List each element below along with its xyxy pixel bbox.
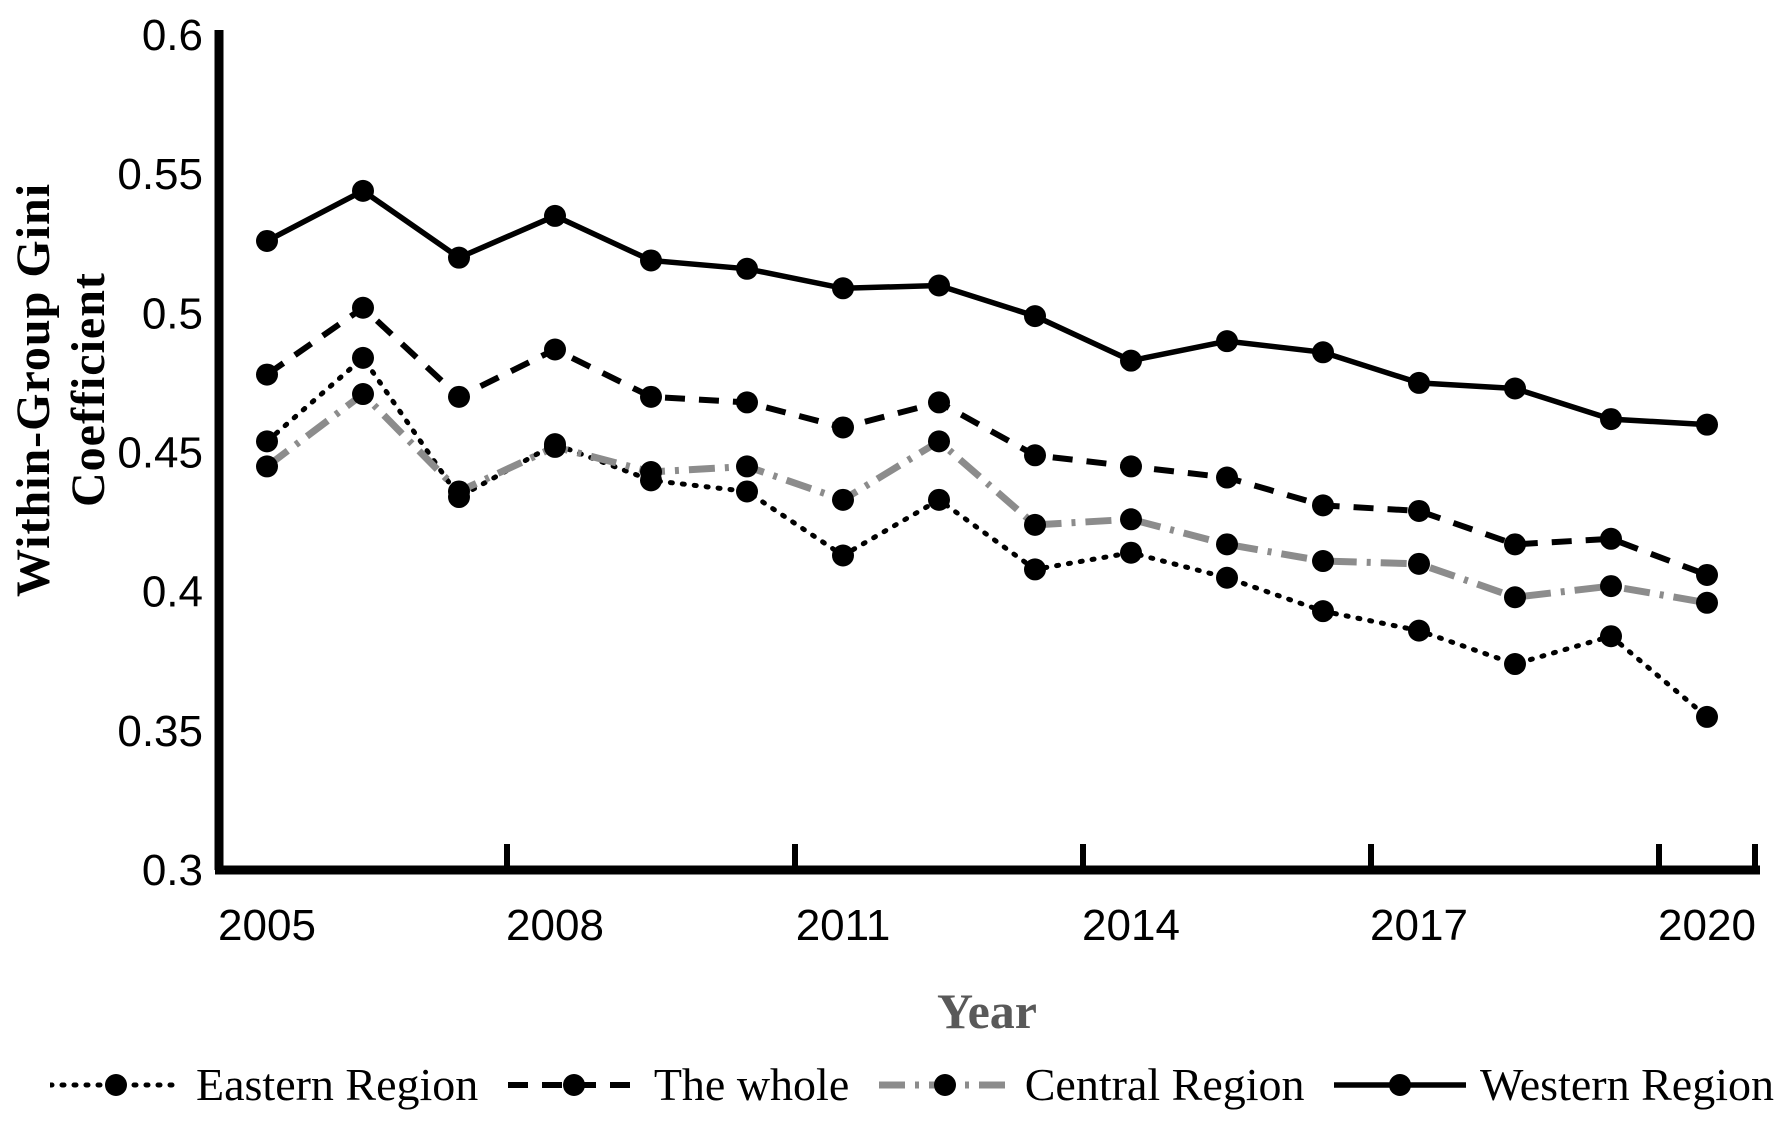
data-point-western-region	[1408, 371, 1430, 394]
y-tick-label: 0.5	[142, 289, 203, 338]
legend-item-central-region: Central Region	[878, 1058, 1305, 1111]
data-point-central-region	[352, 383, 374, 406]
data-point-eastern-region	[1312, 600, 1334, 623]
data-point-western-region	[640, 249, 662, 272]
data-point-western-region	[1312, 341, 1334, 364]
data-point-central-region	[1600, 575, 1622, 598]
data-point-central-region	[1312, 550, 1334, 573]
x-tick-label: 2005	[218, 901, 316, 950]
data-point-western-region	[928, 274, 950, 297]
data-point-western-region	[1120, 349, 1142, 372]
data-point-the-whole	[832, 416, 854, 439]
legend-swatch-eastern-region	[50, 1073, 182, 1096]
data-point-eastern-region	[1696, 705, 1718, 728]
legend-item-eastern-region: Eastern Region	[50, 1058, 478, 1111]
y-tick-label: 0.55	[117, 150, 203, 199]
data-point-western-region	[544, 204, 566, 227]
data-point-the-whole	[1120, 455, 1142, 478]
legend-label-central-region: Central Region	[1024, 1059, 1305, 1110]
data-point-eastern-region	[832, 544, 854, 567]
legend-item-western-region: Western Region	[1334, 1058, 1774, 1111]
x-axis-title: Year	[937, 983, 1037, 1039]
series-line-western-region	[265, 187, 1708, 428]
y-tick-label: 0.45	[117, 429, 203, 478]
data-point-the-whole	[1408, 499, 1430, 522]
y-tick-label: 0.6	[142, 11, 203, 60]
data-point-central-region	[544, 435, 566, 458]
data-point-eastern-region	[1504, 653, 1526, 676]
x-tick-label: 2020	[1658, 901, 1756, 950]
data-point-central-region	[256, 455, 278, 478]
data-point-the-whole	[352, 296, 374, 319]
data-point-central-region	[1024, 513, 1046, 536]
series-line-the-whole	[265, 303, 1709, 578]
data-point-the-whole	[1024, 444, 1046, 467]
data-point-western-region	[448, 246, 470, 269]
legend-swatch-western-region	[1334, 1073, 1467, 1096]
data-point-eastern-region	[352, 346, 374, 369]
data-point-the-whole	[1504, 533, 1526, 556]
x-tick-label: 2014	[1082, 901, 1180, 950]
data-point-central-region	[1216, 533, 1238, 556]
series-line-central-region	[264, 389, 1708, 607]
data-point-western-region	[1600, 408, 1622, 431]
y-tick-label: 0.35	[117, 707, 203, 756]
data-point-central-region	[928, 430, 950, 453]
data-point-the-whole	[256, 363, 278, 386]
data-point-the-whole	[736, 391, 758, 414]
data-point-eastern-region	[1408, 619, 1430, 642]
data-point-central-region	[1408, 552, 1430, 575]
series-central-region	[256, 383, 1718, 614]
data-point-western-region	[736, 257, 758, 280]
y-tick-label: 0.3	[142, 846, 203, 895]
data-point-the-whole	[1216, 466, 1238, 489]
data-point-eastern-region	[1024, 558, 1046, 581]
x-tick-label: 2008	[506, 901, 604, 950]
data-point-western-region	[832, 277, 854, 300]
x-tick-label: 2017	[1370, 901, 1468, 950]
data-point-the-whole	[1312, 494, 1334, 517]
legend-swatch-the-whole	[507, 1073, 640, 1096]
data-point-central-region	[832, 488, 854, 511]
data-point-western-region	[352, 179, 374, 202]
chart-legend: Eastern Region The whole Central Region Wes…	[0, 1058, 1788, 1111]
data-point-central-region	[640, 460, 662, 483]
data-point-western-region	[1216, 330, 1238, 353]
data-point-eastern-region	[1216, 566, 1238, 589]
data-point-the-whole	[640, 385, 662, 408]
data-point-western-region	[1504, 377, 1526, 400]
series-the-whole	[256, 296, 1718, 586]
legend-label-western-region: Western Region	[1480, 1059, 1774, 1110]
data-point-eastern-region	[928, 488, 950, 511]
data-point-central-region	[736, 455, 758, 478]
data-point-western-region	[256, 229, 278, 252]
data-point-western-region	[1024, 305, 1046, 328]
data-point-western-region	[1696, 413, 1718, 436]
data-point-central-region	[1696, 591, 1718, 614]
y-tick-label: 0.4	[142, 568, 203, 617]
data-point-eastern-region	[1600, 625, 1622, 648]
data-point-eastern-region	[736, 480, 758, 503]
data-point-the-whole	[544, 338, 566, 361]
data-point-central-region	[1120, 508, 1142, 531]
data-point-the-whole	[448, 385, 470, 408]
legend-item-the-whole: The whole	[507, 1058, 850, 1111]
data-point-the-whole	[928, 391, 950, 414]
data-point-eastern-region	[1120, 541, 1142, 564]
chart-plot-area: 0.6 0.55 0.5 0.45 0.4 0.35 0.3 2005 2008 2011 2014…	[117, 11, 1760, 950]
data-point-central-region	[1504, 586, 1526, 609]
x-tick-label: 2011	[796, 901, 891, 950]
series-western-region	[256, 179, 1718, 436]
y-axis-title: Within-Group Gini Coefficient	[7, 182, 115, 598]
data-point-the-whole	[1600, 527, 1622, 550]
legend-label-the-whole: The whole	[653, 1059, 850, 1110]
legend-swatch-central-region	[878, 1073, 1011, 1096]
data-point-central-region	[448, 480, 470, 503]
data-point-the-whole	[1696, 563, 1718, 586]
legend-label-eastern-region: Eastern Region	[196, 1059, 479, 1110]
data-point-eastern-region	[256, 430, 278, 453]
